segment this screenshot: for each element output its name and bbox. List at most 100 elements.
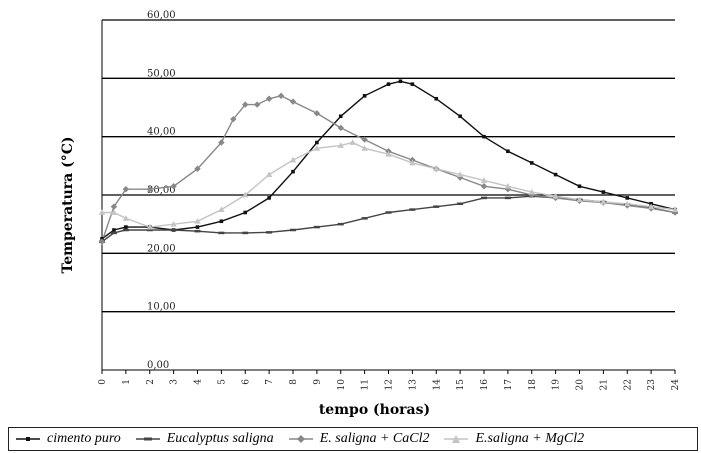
data-point <box>504 183 512 189</box>
legend-swatch-square-marker <box>16 437 40 441</box>
legend-label: E. saligna + CaCl2 <box>319 431 430 446</box>
data-point <box>218 139 225 146</box>
data-point <box>219 219 224 224</box>
y-tick-label: 40,00 <box>147 127 176 138</box>
data-point <box>170 183 177 190</box>
data-point <box>625 196 630 200</box>
data-point <box>218 206 225 212</box>
data-point <box>110 203 118 210</box>
data-point <box>671 206 679 212</box>
legend: cimento puro Eucalyptus saligna E. salig… <box>8 427 698 451</box>
x-tick-labels: 0 1 2 3 4 5 6 7 8 9 10 11 12 13 14 15 16 17 18 19 20 21 22 23 24 <box>98 370 681 390</box>
data-point <box>315 140 319 145</box>
data-point <box>552 192 559 199</box>
data-point <box>110 209 118 215</box>
x-tick-label: 5 <box>217 379 227 385</box>
data-point <box>577 184 582 189</box>
data-point <box>600 198 607 205</box>
x-tick-label: 6 <box>241 379 251 385</box>
x-tick-label: 0 <box>98 379 108 385</box>
series-markers <box>98 79 679 245</box>
data-point <box>289 156 297 163</box>
data-point <box>434 96 439 101</box>
data-point <box>267 196 271 200</box>
data-point <box>265 95 273 102</box>
data-point <box>480 183 488 190</box>
series-line-2 <box>101 95 676 242</box>
data-point <box>553 172 558 177</box>
data-point <box>195 225 200 229</box>
legend-item-e-saligna-cacl2: E. saligna + CaCl2 <box>288 431 430 447</box>
data-point <box>242 191 249 198</box>
data-point <box>146 223 153 230</box>
data-point <box>242 101 249 108</box>
x-tick-label: 12 <box>385 379 395 390</box>
data-point <box>409 159 416 166</box>
x-tick-label: 2 <box>146 379 156 385</box>
data-point <box>506 149 510 154</box>
series-line-0 <box>101 80 676 240</box>
x-tick-label: 1 <box>122 379 132 385</box>
data-point <box>277 92 285 100</box>
x-tick-label: 17 <box>504 379 514 391</box>
legend-swatch-diamond-marker <box>288 435 313 443</box>
x-tick-label: 10 <box>337 379 347 391</box>
data-point <box>349 139 356 145</box>
data-point <box>98 209 106 215</box>
data-point <box>529 161 534 165</box>
data-point <box>456 171 464 177</box>
data-point <box>361 136 368 143</box>
x-tick-label: 22 <box>623 379 633 390</box>
data-point <box>289 98 297 105</box>
gridlines <box>101 19 675 371</box>
data-point <box>361 145 368 151</box>
x-tick-label: 24 <box>671 379 681 391</box>
data-point <box>458 114 462 119</box>
y-axis-title: Temperatura (°C) <box>60 136 76 273</box>
x-tick-label: 3 <box>170 379 180 385</box>
data-point <box>385 150 392 157</box>
y-tick-label: 30,00 <box>147 185 176 196</box>
legend-swatch-triangle-marker <box>444 435 469 443</box>
series-line-1 <box>101 195 676 243</box>
data-point <box>194 218 201 224</box>
data-point <box>265 171 273 177</box>
data-point <box>362 94 367 98</box>
data-point <box>398 79 403 84</box>
y-tick-label: 50,00 <box>147 68 176 79</box>
data-point <box>624 200 631 207</box>
legend-label: Eucalyptus saligna <box>166 431 274 446</box>
data-point <box>337 124 344 132</box>
data-point <box>337 142 344 148</box>
data-point <box>313 145 321 151</box>
y-tick-labels: 0,00 10,00 20,00 30,00 40,00 50,00 60,00 <box>147 10 176 371</box>
y-tick-label: 10,00 <box>147 302 176 313</box>
x-tick-label: 15 <box>456 379 466 391</box>
x-tick-label: 18 <box>528 379 538 391</box>
data-point <box>386 82 391 86</box>
data-point <box>338 114 343 119</box>
data-point <box>528 188 535 195</box>
x-tick-label: 16 <box>480 379 490 391</box>
x-axis-title: tempo (horas) <box>319 402 430 418</box>
x-tick-label: 14 <box>432 379 442 391</box>
x-tick-label: 23 <box>647 379 657 391</box>
x-tick-label: 9 <box>313 379 323 385</box>
data-point <box>170 220 177 227</box>
x-tick-label: 8 <box>289 379 299 385</box>
data-point <box>230 115 237 123</box>
y-tick-label: 0,00 <box>147 360 169 371</box>
data-point <box>291 169 295 174</box>
legend-item-eucalyptus-saligna: Eucalyptus saligna <box>135 431 274 447</box>
x-tick-label: 20 <box>576 379 586 391</box>
legend-label: E.saligna + MgCl2 <box>475 431 585 446</box>
data-point <box>647 203 655 210</box>
x-tick-label: 7 <box>265 379 275 385</box>
legend-label: cimento puro <box>47 431 121 446</box>
data-point <box>482 134 486 139</box>
y-tick-label: 20,00 <box>147 243 176 254</box>
x-tick-label: 13 <box>408 379 418 391</box>
x-tick-label: 19 <box>552 379 562 391</box>
legend-swatch-dash-marker <box>135 437 160 441</box>
